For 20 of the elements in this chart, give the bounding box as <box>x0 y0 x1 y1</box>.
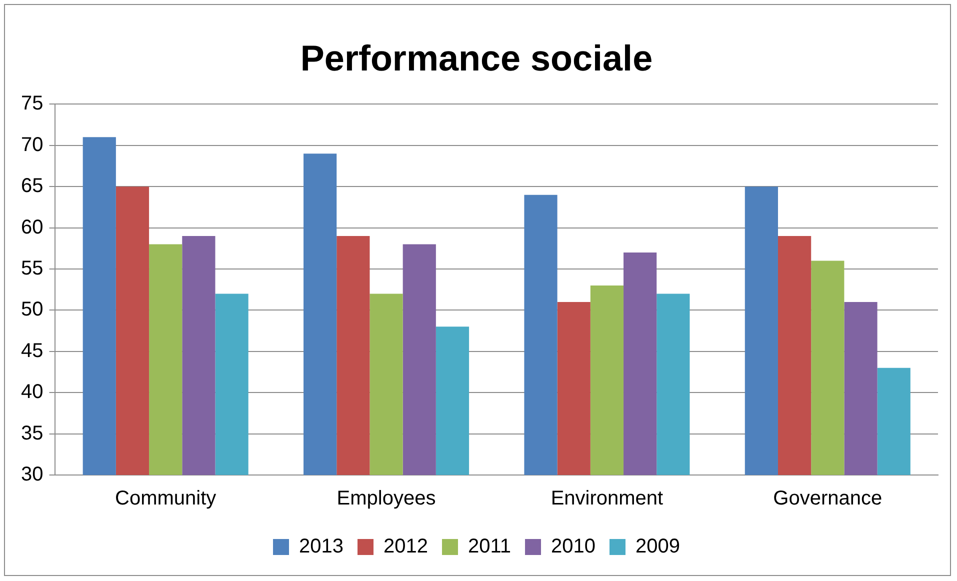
legend-label: 2011 <box>468 536 512 558</box>
legend-label: 2012 <box>384 536 428 558</box>
y-tick-label: 70 <box>20 134 44 156</box>
x-tick-label: Governance <box>773 488 882 510</box>
chart-title: Performance sociale <box>300 38 653 79</box>
legend-label: 2013 <box>299 536 344 558</box>
y-tick-label: 30 <box>20 464 44 486</box>
legend-label: 2009 <box>635 536 680 558</box>
x-tick-label: Environment <box>550 488 664 510</box>
y-tick-label: 60 <box>20 216 44 238</box>
y-tick-label: 45 <box>20 340 44 362</box>
y-tick-label: 40 <box>20 381 44 404</box>
y-tick-label: 50 <box>20 298 44 321</box>
y-tick-label: 65 <box>20 175 44 198</box>
y-tick-label: 35 <box>20 422 44 444</box>
y-tick-label: 55 <box>20 258 44 280</box>
legend-label: 2010 <box>551 536 596 558</box>
x-tick-label: Employees <box>336 488 436 510</box>
y-tick-label: 75 <box>20 92 44 115</box>
x-tick-label: Community <box>115 488 216 510</box>
